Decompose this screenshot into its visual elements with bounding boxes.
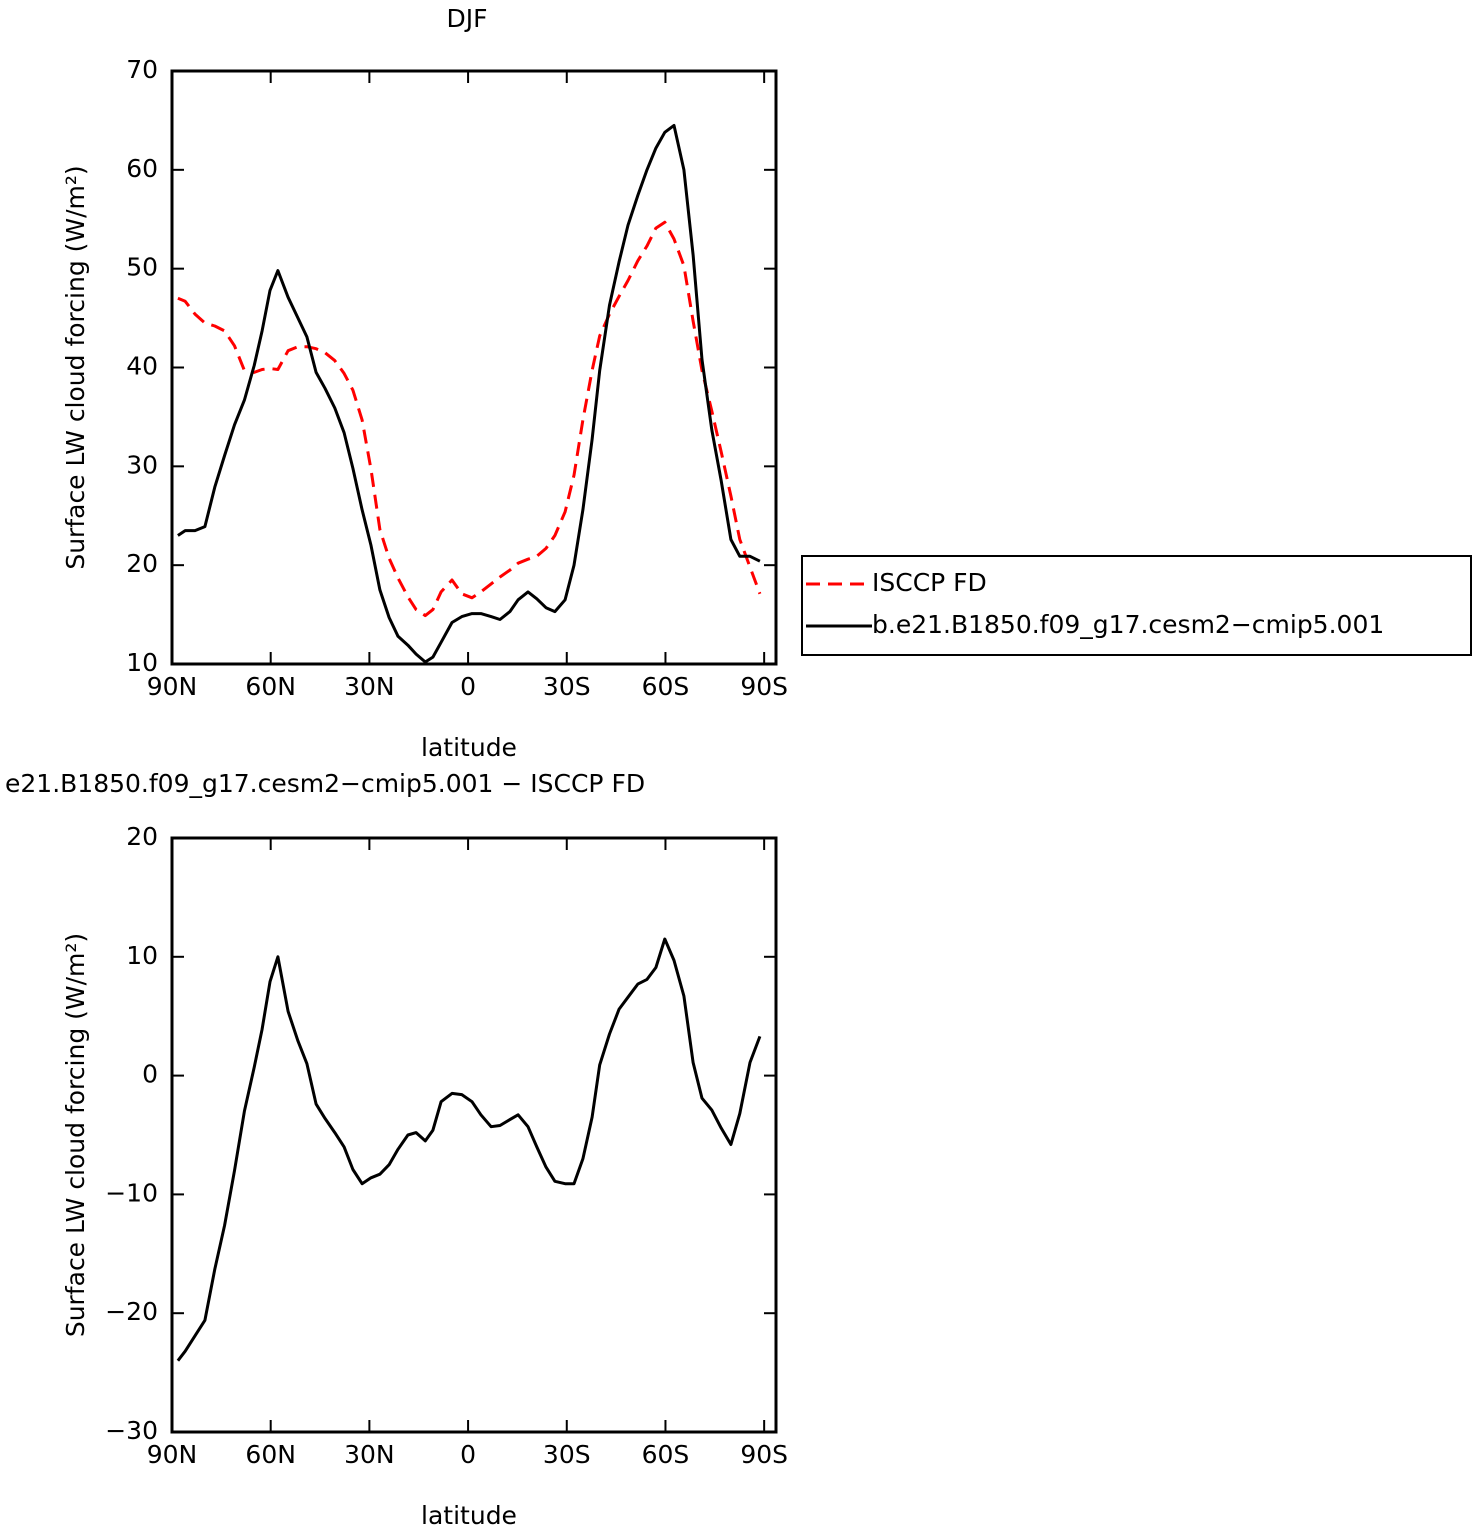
x-tick-label: 90N — [147, 1440, 198, 1469]
x-tick-label: 60S — [642, 1440, 690, 1469]
plot-frame — [170, 69, 778, 666]
x-tick-label: 0 — [460, 1440, 476, 1469]
x-tick-label: 90N — [147, 672, 198, 701]
y-tick-label: 30 — [126, 450, 158, 479]
y-tick-label: 20 — [126, 549, 158, 578]
y-tick-label: 10 — [126, 648, 158, 677]
y-axis-label: Surface LW cloud forcing (W/m²) — [61, 933, 90, 1337]
x-tick-label: 60S — [642, 672, 690, 701]
x-tick-label: 90S — [740, 1440, 788, 1469]
y-tick-label: −30 — [105, 1416, 158, 1445]
legend-label: b.e21.B1850.f09_g17.cesm2−cmip5.001 — [872, 610, 1384, 639]
x-tick-label: 0 — [460, 672, 476, 701]
y-tick-label: 10 — [126, 941, 158, 970]
x-tick-label: 30N — [344, 672, 395, 701]
data-line — [177, 220, 762, 618]
y-tick-label: −20 — [105, 1297, 158, 1326]
y-tick-label: 60 — [126, 154, 158, 183]
chart-title: DJF — [446, 4, 487, 33]
x-tick-label: 60N — [245, 1440, 296, 1469]
data-line — [177, 123, 761, 664]
x-axis-label: latitude — [421, 1501, 517, 1530]
y-tick-label: −10 — [105, 1178, 158, 1207]
y-tick-label: 50 — [126, 253, 158, 282]
y-tick-label: 40 — [126, 352, 158, 381]
y-tick-label: 20 — [126, 822, 158, 851]
y-axis-label: Surface LW cloud forcing (W/m²) — [61, 165, 90, 569]
legend-label: ISCCP FD — [872, 568, 987, 597]
x-tick-label: 30S — [543, 672, 591, 701]
x-tick-label: 30N — [344, 1440, 395, 1469]
chart-title: e21.B1850.f09_g17.cesm2−cmip5.001 − ISCC… — [5, 769, 645, 798]
legend-box — [801, 555, 1472, 656]
y-tick-label: 70 — [126, 55, 158, 84]
x-tick-label: 30S — [543, 1440, 591, 1469]
x-axis-label: latitude — [421, 733, 517, 762]
y-tick-label: 0 — [142, 1060, 158, 1089]
x-tick-label: 60N — [245, 672, 296, 701]
plot-frame — [170, 836, 778, 1434]
data-line — [176, 937, 762, 1362]
x-tick-label: 90S — [740, 672, 788, 701]
